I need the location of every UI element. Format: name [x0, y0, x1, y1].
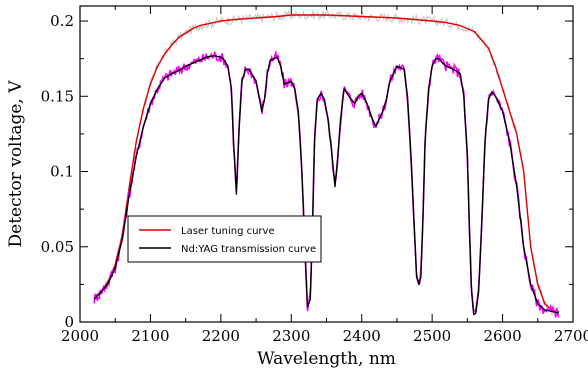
- y-tick-label: 0.1: [50, 163, 74, 181]
- legend-box: [127, 215, 322, 263]
- series-1-line: [93, 55, 560, 316]
- x-tick-label: 2200: [202, 327, 240, 345]
- series-0-line: [93, 14, 560, 313]
- x-tick-label: 2000: [61, 327, 99, 345]
- y-tick-label: 0.05: [41, 238, 74, 256]
- x-tick-label: 2600: [483, 327, 521, 345]
- legend-label-1: Nd:YAG transmission curve: [181, 244, 316, 255]
- y-tick-label: 0: [64, 313, 74, 331]
- series-1-noise-line: [93, 49, 560, 318]
- x-axis-label: Wavelength, nm: [257, 349, 396, 369]
- y-tick-label: 0.15: [41, 87, 74, 105]
- legend-label-0: Laser tuning curve: [181, 226, 275, 237]
- x-tick-label: 2400: [343, 327, 381, 345]
- y-axis-label: Detector voltage, V: [6, 80, 26, 248]
- x-tick-label: 2300: [272, 327, 310, 345]
- x-tick-label: 2500: [413, 327, 451, 345]
- y-tick-label: 0.2: [50, 12, 74, 30]
- x-tick-label: 2700: [554, 327, 588, 345]
- plot-frame: [79, 5, 574, 323]
- x-tick-label: 2100: [131, 327, 169, 345]
